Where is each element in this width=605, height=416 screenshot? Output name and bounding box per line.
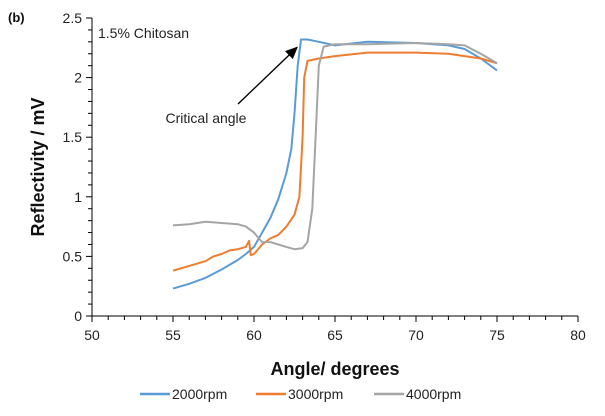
y-axis-title: Reflectivity / mV <box>28 97 48 236</box>
x-tick-label: 80 <box>570 327 586 343</box>
y-tick-label: 0 <box>74 308 82 324</box>
chart-title: 1.5% Chitosan <box>98 25 189 41</box>
y-tick-label: 2 <box>74 70 82 86</box>
panel-label: (b) <box>8 10 25 25</box>
y-tick-label: 1.5 <box>63 129 83 145</box>
legend: 2000rpm 3000rpm 4000rpm <box>140 386 461 402</box>
legend-item-3000rpm: 3000rpm <box>256 386 343 402</box>
y-tick-label: 1 <box>74 189 82 205</box>
x-tick-label: 50 <box>84 327 100 343</box>
annotation-arrow <box>237 46 298 105</box>
series-lines <box>172 38 498 290</box>
series-line-4000rpm <box>172 42 498 251</box>
y-tick-label: 2.5 <box>63 10 83 26</box>
series-line-2000rpm <box>172 38 498 290</box>
x-tick-label: 65 <box>327 327 343 343</box>
series-line-3000rpm <box>172 51 498 272</box>
legend-item-2000rpm: 2000rpm <box>140 386 227 402</box>
y-tick-label: 0.5 <box>63 248 83 264</box>
chart-text: 50 55 60 65 70 75 80 0 0.5 1 1.5 2 2.5 (b) 1.5% Chitos… <box>8 10 586 379</box>
x-tick-label: 60 <box>246 327 262 343</box>
x-axis-title: Angle/ degrees <box>270 359 399 379</box>
annotation-text: Critical angle <box>166 110 247 126</box>
x-tick-label: 70 <box>408 327 424 343</box>
axes <box>86 17 579 322</box>
x-tick-label: 75 <box>489 327 505 343</box>
legend-label: 3000rpm <box>288 386 343 402</box>
x-tick-label: 55 <box>165 327 181 343</box>
legend-item-4000rpm: 4000rpm <box>374 386 461 402</box>
legend-label: 4000rpm <box>406 386 461 402</box>
legend-label: 2000rpm <box>172 386 227 402</box>
